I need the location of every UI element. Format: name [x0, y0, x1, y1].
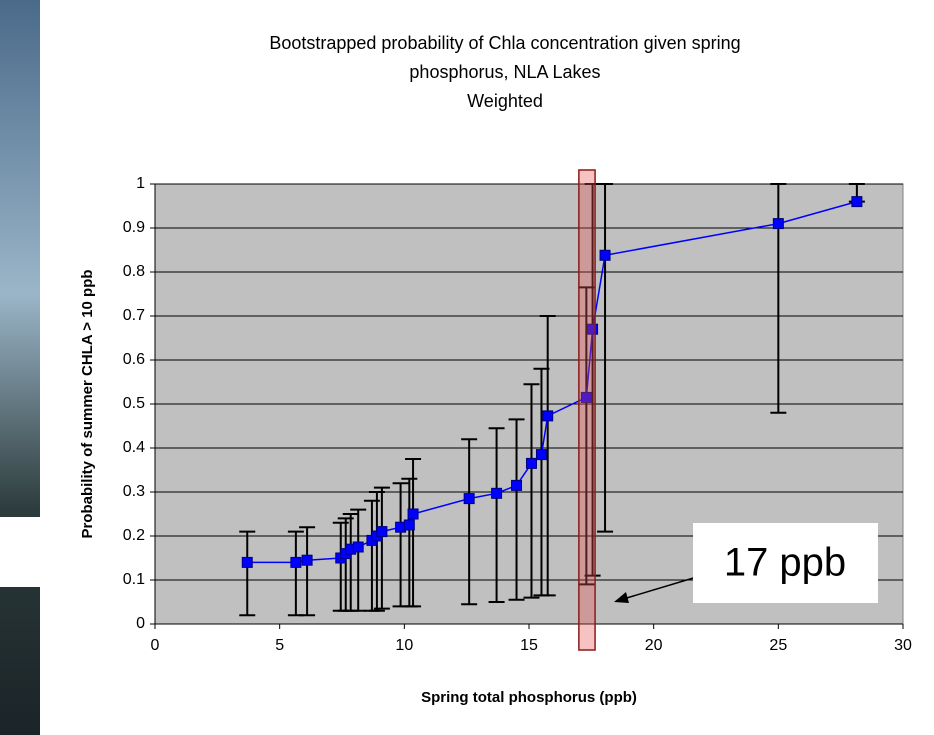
arrow-head: [614, 592, 629, 603]
x-tick-label: 5: [275, 637, 284, 654]
x-tick-label: 30: [894, 637, 912, 654]
error-bar: [508, 418, 525, 601]
error-bar: [539, 315, 556, 597]
point: [535, 449, 547, 461]
y-tick-label: 0.8: [123, 263, 145, 280]
point: [587, 323, 599, 335]
point: [463, 493, 475, 505]
error-bar: [488, 427, 505, 603]
y-tick-label: 0.6: [123, 351, 145, 368]
y-axis-title: Probability of summer CHLA > 10 ppb: [79, 269, 96, 538]
x-tick-label: 20: [645, 637, 663, 654]
x-tick-label: 10: [395, 637, 413, 654]
error-bar: [350, 508, 367, 612]
x-axis-title: Spring total phosphorus (ppb): [421, 689, 637, 706]
point: [851, 196, 863, 208]
point: [772, 218, 784, 230]
chart-title: phosphorus, NLA Lakes: [409, 62, 600, 82]
point: [301, 554, 313, 566]
point: [580, 391, 592, 403]
y-tick-label: 0: [136, 615, 145, 632]
chart-subtitle: Weighted: [467, 91, 543, 111]
point: [407, 508, 419, 520]
point: [511, 479, 523, 491]
error-bar: [523, 383, 540, 599]
annotation-arrow: [619, 575, 701, 601]
error-bar: [299, 526, 316, 617]
y-tick-label: 0.9: [123, 219, 145, 236]
chart-title: Bootstrapped probability of Chla concent…: [269, 33, 740, 53]
error-bar: [461, 438, 478, 606]
point: [290, 556, 302, 568]
error-bar: [597, 183, 614, 533]
annotation: 17 ppb: [724, 541, 846, 585]
y-tick-label: 0.4: [123, 439, 145, 456]
point: [403, 519, 415, 531]
y-tick-label: 0.7: [123, 307, 145, 324]
point: [599, 249, 611, 261]
x-tick-label: 15: [520, 637, 538, 654]
point: [525, 457, 537, 469]
point: [241, 556, 253, 568]
point: [376, 526, 388, 538]
panel-notch: [0, 517, 40, 587]
error-bar: [239, 530, 256, 617]
highlight-band: [578, 169, 596, 651]
y-tick-label: 0.3: [123, 483, 145, 500]
point: [491, 487, 503, 499]
y-tick-label: 1: [136, 175, 145, 192]
x-tick-label: 25: [769, 637, 787, 654]
y-tick-label: 0.1: [123, 571, 145, 588]
y-tick-label: 0.2: [123, 527, 145, 544]
annotation-box: [693, 523, 878, 603]
point: [542, 410, 554, 422]
y-tick-label: 0.5: [123, 395, 145, 412]
x-tick-label: 0: [151, 637, 160, 654]
error-bar: [373, 486, 390, 610]
error-bar: [405, 458, 422, 608]
point: [352, 541, 364, 553]
